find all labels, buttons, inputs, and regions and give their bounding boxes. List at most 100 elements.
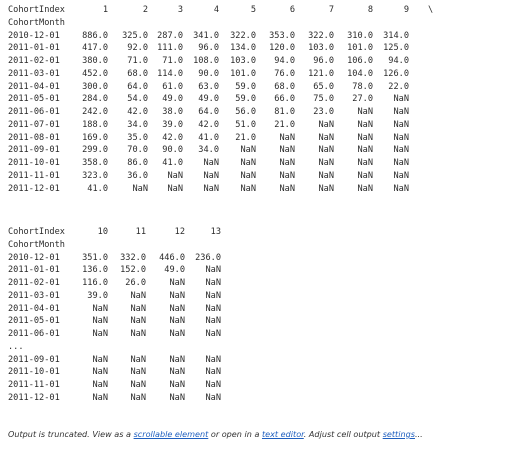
table-cell: 103.0 xyxy=(308,43,334,54)
table-cell: NaN xyxy=(92,380,108,390)
table-cell: NaN xyxy=(393,94,409,105)
row-index: 2011-04-01 xyxy=(8,81,60,92)
row-index: 2011-11-01 xyxy=(8,380,60,390)
table-cell: NaN xyxy=(357,145,373,156)
table-cell: 70.0 xyxy=(127,145,148,156)
table-cell: NaN xyxy=(169,316,185,327)
table-cell: 322.0 xyxy=(308,30,334,41)
output-settings-link[interactable]: settings xyxy=(382,429,415,439)
table-cell: NaN xyxy=(357,158,373,168)
truncation-text-after-editor: . Adjust cell output xyxy=(303,429,383,439)
table-cell: 56.0 xyxy=(235,107,256,117)
header-label: CohortIndex xyxy=(8,5,65,15)
header-label: CohortIndex xyxy=(8,227,65,237)
truncation-notice: Output is truncated. View as a scrollabl… xyxy=(8,428,423,440)
table-cell: 34.0 xyxy=(198,145,219,156)
table-cell: NaN xyxy=(130,316,146,327)
table-cell: 351.0 xyxy=(82,252,108,263)
column-header: 10 xyxy=(97,227,108,237)
table-cell: NaN xyxy=(130,290,146,301)
table-cell: NaN xyxy=(169,303,185,314)
table-cell: 42.0 xyxy=(198,119,219,130)
table-cell: NaN xyxy=(169,380,185,390)
table-cell: 42.0 xyxy=(127,107,148,117)
column-header: 11 xyxy=(135,227,146,237)
text-editor-link[interactable]: text editor xyxy=(261,429,304,439)
table-cell: NaN xyxy=(357,119,373,130)
column-header: 1 xyxy=(102,5,108,15)
table-cell: NaN xyxy=(357,132,373,143)
table-cell: 188.0 xyxy=(82,119,108,130)
table-cell: NaN xyxy=(92,354,108,365)
table-cell: 96.0 xyxy=(198,43,219,54)
table-cell: 90.0 xyxy=(162,145,183,156)
truncation-text-prefix: Output is truncated. View as a xyxy=(8,429,134,439)
table-cell: 332.0 xyxy=(120,252,146,263)
table-cell: 51.0 xyxy=(235,119,256,130)
table-cell: NaN xyxy=(92,367,108,378)
table-cell: 39.0 xyxy=(87,290,108,301)
column-header: 12 xyxy=(174,227,185,237)
table-cell: NaN xyxy=(167,170,183,181)
table-cell: 42.0 xyxy=(162,132,183,143)
table-cell: 68.0 xyxy=(274,81,295,92)
table-cell: 287.0 xyxy=(157,30,183,41)
table-cell: NaN xyxy=(169,392,185,403)
column-header: 2 xyxy=(142,5,148,15)
table-cell: NaN xyxy=(92,316,108,327)
table-cell: 65.0 xyxy=(313,81,334,92)
table-cell: 106.0 xyxy=(347,56,373,66)
table-cell: 38.0 xyxy=(162,107,183,117)
table-cell: NaN xyxy=(279,183,295,194)
truncation-text-suffix: ... xyxy=(414,429,423,439)
table-cell: NaN xyxy=(318,132,334,143)
table-cell: 26.0 xyxy=(125,278,146,288)
table-cell: NaN xyxy=(357,170,373,181)
row-index: 2011-02-01 xyxy=(8,56,60,66)
table-cell: NaN xyxy=(203,170,219,181)
table-cell: NaN xyxy=(205,265,221,276)
table-cell: NaN xyxy=(240,145,256,156)
table-cell: 41.0 xyxy=(162,158,183,168)
table-cell: 96.0 xyxy=(313,56,334,66)
table-cell: NaN xyxy=(205,354,221,365)
table-cell: 49.0 xyxy=(198,94,219,105)
table-cell: 116.0 xyxy=(82,278,108,288)
table-cell: NaN xyxy=(205,316,221,327)
table-cell: NaN xyxy=(357,183,373,194)
table-cell: 325.0 xyxy=(122,30,148,41)
table-cell: NaN xyxy=(240,158,256,168)
table-cell: 446.0 xyxy=(159,252,185,263)
table-cell: 101.0 xyxy=(347,43,373,54)
table-cell: NaN xyxy=(393,158,409,168)
table-cell: 136.0 xyxy=(82,265,108,276)
table-cell: NaN xyxy=(279,132,295,143)
table-cell: NaN xyxy=(205,303,221,314)
table-cell: 114.0 xyxy=(157,68,183,79)
table-cell: 68.0 xyxy=(127,68,148,79)
table-cell: 41.0 xyxy=(198,132,219,143)
table-cell: NaN xyxy=(318,183,334,194)
table-cell: NaN xyxy=(318,158,334,168)
table-cell: NaN xyxy=(169,278,185,288)
table-cell: NaN xyxy=(357,107,373,117)
row-index: 2011-12-01 xyxy=(8,392,60,403)
table-cell: NaN xyxy=(205,392,221,403)
table-cell: NaN xyxy=(130,392,146,403)
table-cell: NaN xyxy=(203,183,219,194)
row-index: 2011-11-01 xyxy=(8,170,60,181)
table-cell: 35.0 xyxy=(127,132,148,143)
scrollable-element-link[interactable]: scrollable element xyxy=(133,429,209,439)
continuation-mark: \ xyxy=(428,5,434,15)
table-cell: 59.0 xyxy=(235,94,256,105)
table-cell: 64.0 xyxy=(198,107,219,117)
column-header: 6 xyxy=(289,5,295,15)
table-cell: 125.0 xyxy=(383,43,409,54)
table-cell: 353.0 xyxy=(269,30,295,41)
table-cell: 126.0 xyxy=(383,68,409,79)
table-cell: 380.0 xyxy=(82,56,108,66)
row-index: 2010-12-01 xyxy=(8,252,60,263)
table-cell: 284.0 xyxy=(82,94,108,105)
table-cell: 86.0 xyxy=(127,158,148,168)
table-cell: 300.0 xyxy=(82,81,108,92)
